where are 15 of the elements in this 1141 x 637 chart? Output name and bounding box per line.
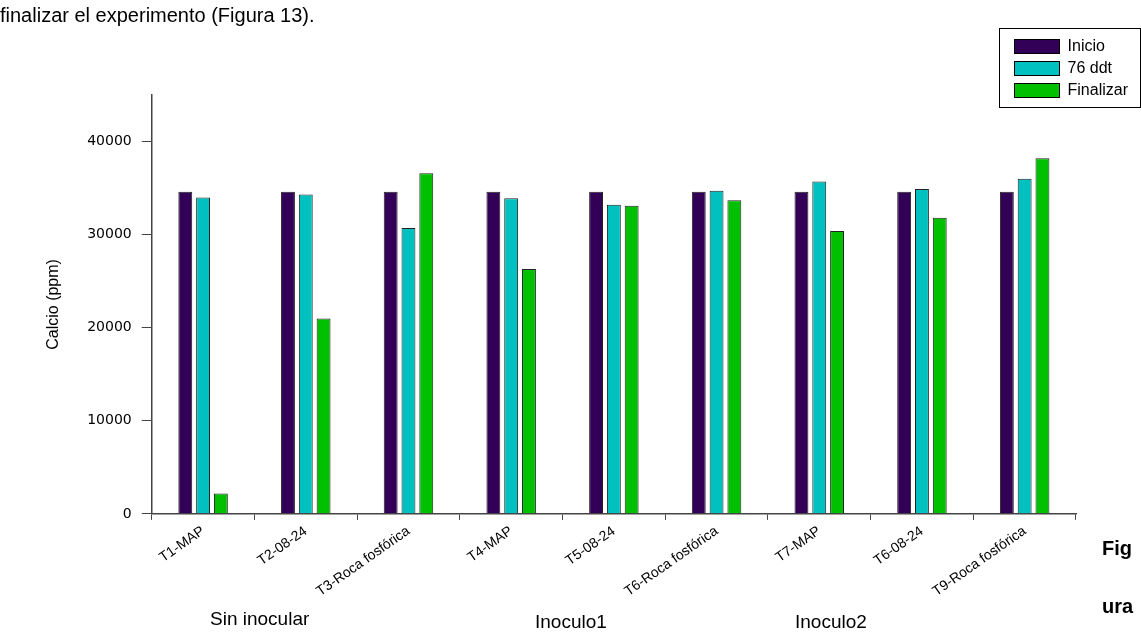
y-tick-label: 20000 xyxy=(87,318,132,335)
y-tick-label: 40000 xyxy=(87,132,132,149)
text: Fig xyxy=(1102,537,1132,560)
y-tick-label: 30000 xyxy=(87,225,132,242)
text: finalizar el experimento (Figura 13). xyxy=(0,4,315,27)
y-tick-label: 10000 xyxy=(87,411,132,428)
legend-label: 76 ddt xyxy=(1067,59,1113,77)
y-axis-title: Calcio (ppm) xyxy=(44,259,62,350)
legend-label: Finalizar xyxy=(1067,81,1128,99)
text: ura xyxy=(1102,595,1134,618)
text: Sin inocular xyxy=(210,608,310,630)
y-tick-label: 0 xyxy=(122,504,132,521)
text: Inoculo1 xyxy=(535,611,607,633)
text: Inoculo2 xyxy=(795,611,867,633)
legend-label: Inicio xyxy=(1067,37,1105,55)
